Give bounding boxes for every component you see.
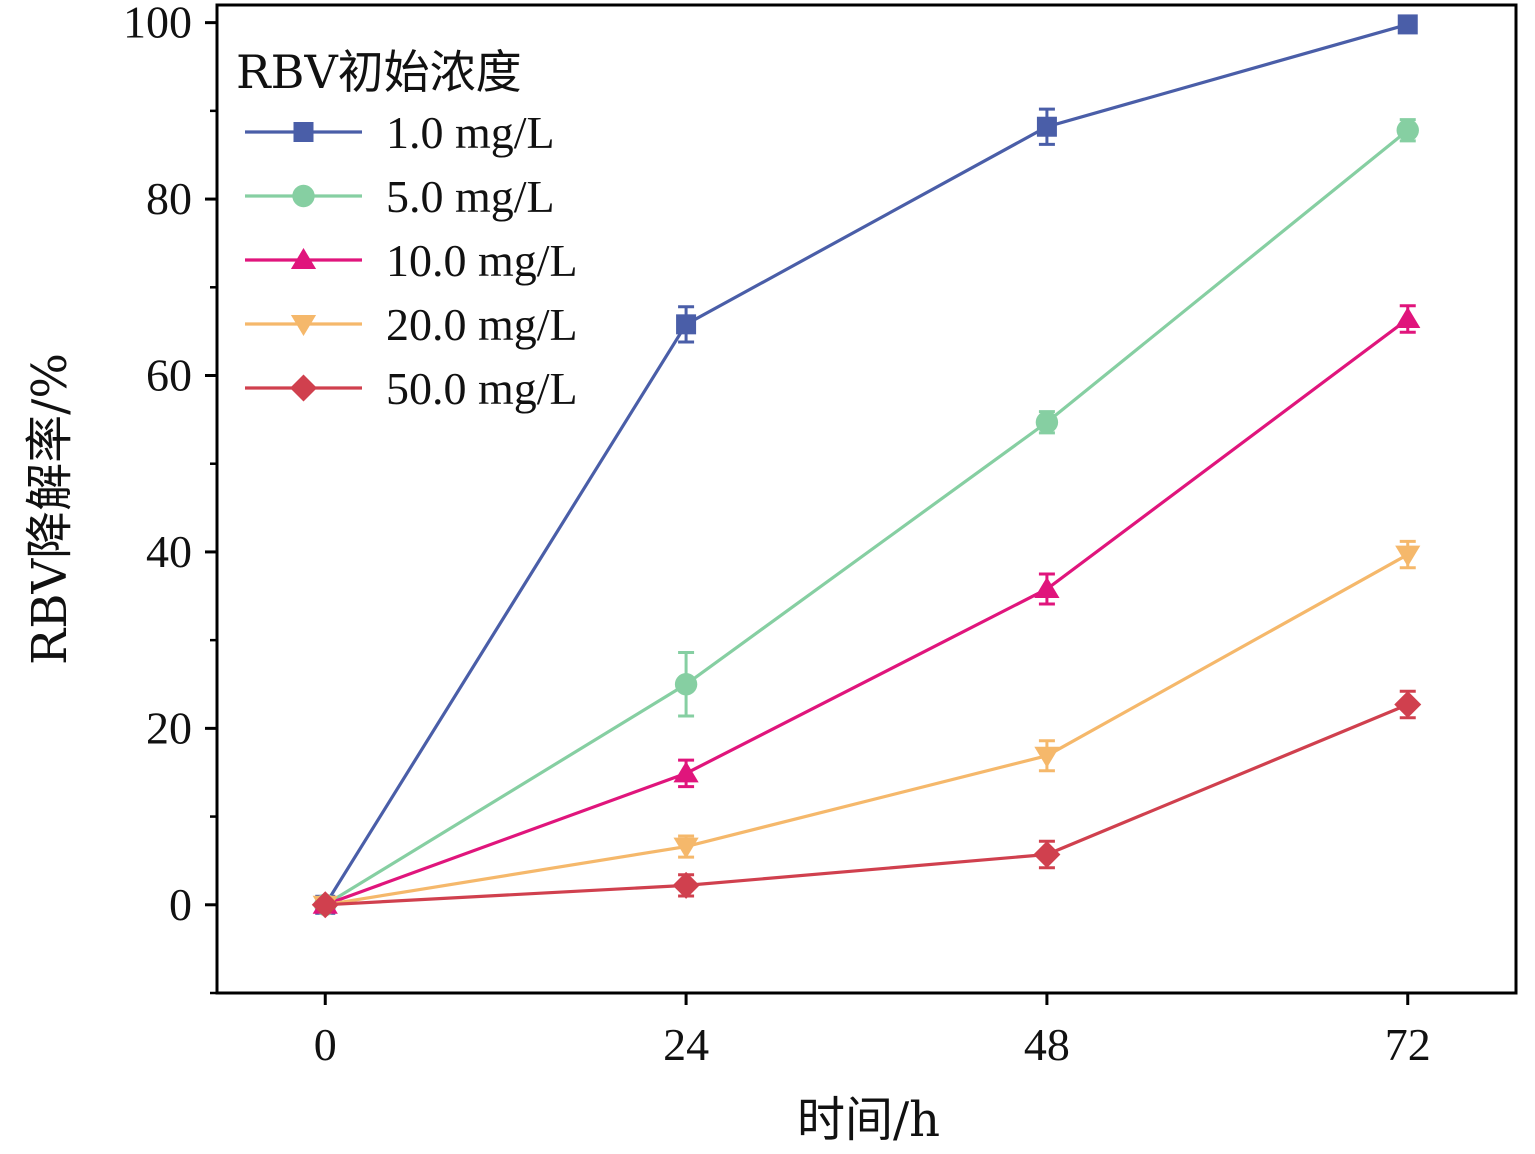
- y-tick-label-1: 20: [146, 702, 192, 753]
- legend-item-2: 10.0 mg/L: [245, 235, 578, 286]
- series-4: [311, 689, 1422, 919]
- series-line-3: [324, 553, 1409, 907]
- legend: RBV初始浓度 1.0 mg/L 5.0 mg/L 10.0 mg/L 20.0 mg…: [236, 45, 578, 414]
- legend-item-1: 5.0 mg/L: [245, 171, 555, 222]
- legend-label-4: 50.0 mg/L: [386, 363, 578, 414]
- data-point-0-3: [1397, 14, 1418, 35]
- series-line-2: [324, 317, 1409, 907]
- data-point-2-3: [1395, 307, 1421, 329]
- y-tick-label-4: 80: [146, 173, 192, 224]
- legend-label-0: 1.0 mg/L: [386, 107, 555, 158]
- data-point-0-1: [676, 314, 697, 335]
- y-tick-label-2: 40: [146, 526, 192, 577]
- data-point-4-0: [311, 891, 339, 919]
- y-tick-label-5: 100: [123, 0, 192, 48]
- data-point-3-1: [673, 837, 699, 859]
- data-point-2-2: [1034, 576, 1060, 598]
- legend-marker-0: [293, 122, 314, 142]
- x-tick-label-3: 72: [1385, 1019, 1431, 1070]
- x-tick-label-2: 48: [1024, 1019, 1070, 1070]
- data-point-1-3: [1396, 119, 1419, 142]
- series-3: [312, 539, 1421, 917]
- legend-item-4: 50.0 mg/L: [245, 363, 578, 414]
- legend-marker-1: [292, 184, 315, 208]
- legend-label-1: 5.0 mg/L: [386, 171, 555, 222]
- data-point-3-3: [1395, 545, 1421, 567]
- plot-frame: [215, 3, 1518, 995]
- data-point-4-1: [672, 871, 700, 899]
- ticks-layer: 0 24 48 72 0 20 40 60 80 100: [123, 0, 1431, 1070]
- series-line-1: [324, 129, 1409, 907]
- data-point-4-2: [1033, 841, 1061, 869]
- legend-item-3: 20.0 mg/L: [245, 299, 578, 350]
- series-2: [312, 304, 1421, 914]
- data-point-0-2: [1036, 116, 1057, 137]
- y-tick-label-3: 60: [146, 350, 192, 401]
- legend-label-2: 10.0 mg/L: [386, 235, 578, 286]
- x-tick-label-1: 24: [663, 1019, 709, 1070]
- data-point-1-1: [674, 673, 698, 696]
- legend-marker-3: [290, 315, 317, 336]
- legend-item-0: 1.0 mg/L: [245, 107, 555, 158]
- data-point-2-1: [673, 761, 699, 783]
- x-tick-label-0: 0: [314, 1019, 337, 1070]
- legend-title: RBV初始浓度: [236, 45, 522, 99]
- data-point-4-3: [1394, 691, 1422, 719]
- legend-marker-4: [290, 374, 317, 402]
- y-axis-title: RBV降解率/%: [22, 353, 78, 665]
- data-point-1-2: [1035, 411, 1059, 434]
- data-point-3-2: [1034, 746, 1060, 768]
- plot-layer: [311, 14, 1422, 919]
- series-line-4: [325, 703, 1409, 907]
- x-axis-title: 时间/h: [797, 1092, 940, 1148]
- series-0: [315, 14, 1418, 915]
- series-line-0: [323, 22, 1409, 906]
- y-tick-label-0: 0: [169, 879, 192, 930]
- legend-marker-2: [290, 248, 317, 269]
- legend-label-3: 20.0 mg/L: [386, 299, 578, 350]
